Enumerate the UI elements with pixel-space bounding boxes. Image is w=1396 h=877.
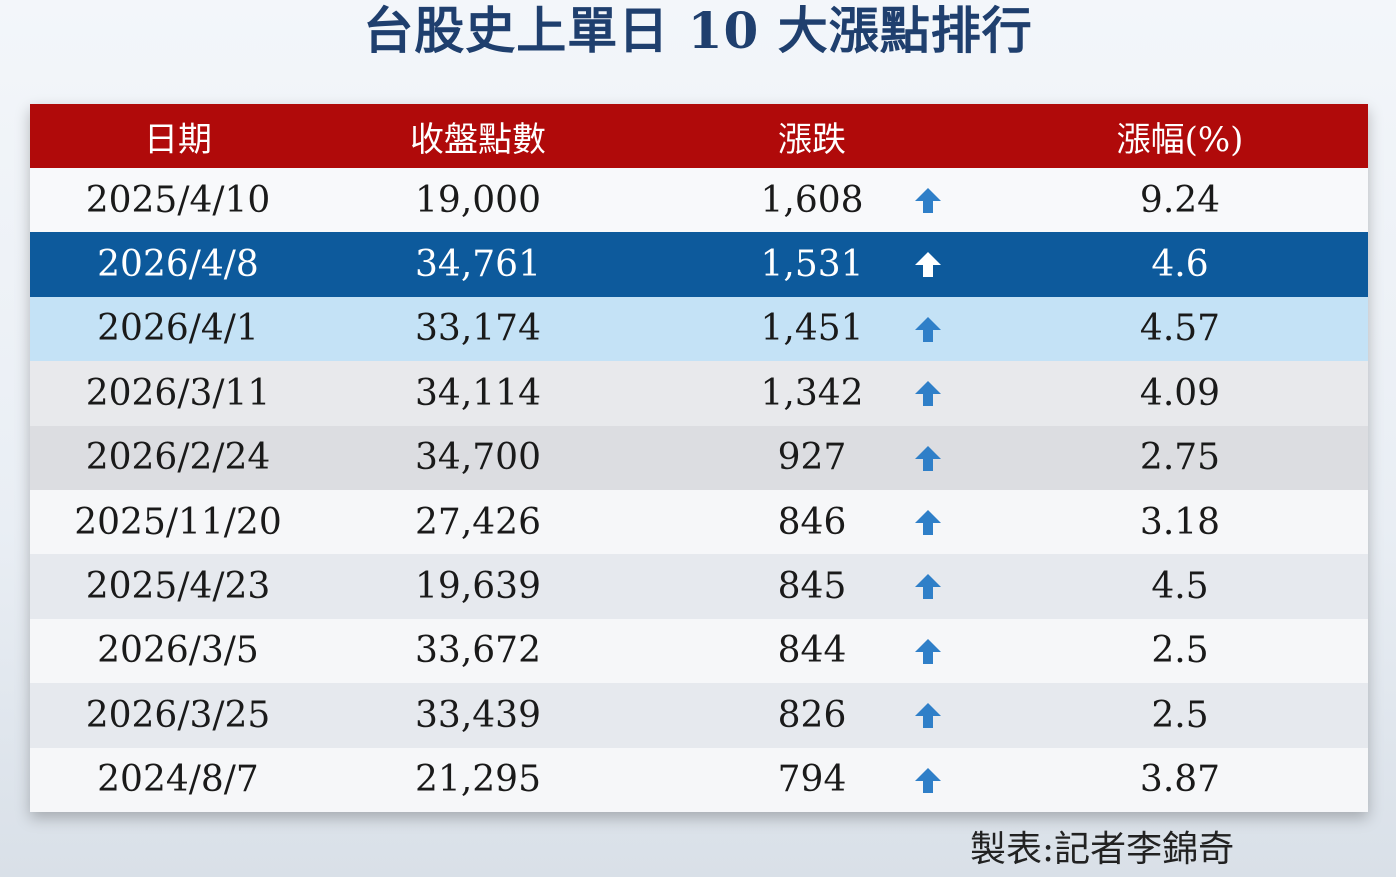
up-arrow-icon	[915, 252, 941, 278]
title: 台股史上單日 10 大漲點排行	[363, 1, 1033, 60]
table-row: 2026/2/24 34,700 927 2.75	[30, 425, 1368, 490]
table-cell: 1,342	[760, 372, 864, 414]
up-arrow-icon	[915, 316, 941, 342]
table-cell: 1,451	[760, 308, 864, 350]
up-arrow-icon	[915, 445, 941, 471]
table-cell: 2.5	[1151, 630, 1209, 672]
table-row: 2026/3/25 33,439 826 2.5	[30, 683, 1368, 748]
table-cell: 2.75	[1139, 437, 1221, 479]
table-cell: 2026/2/24	[85, 437, 271, 479]
table-cell: 844	[777, 630, 847, 672]
table-cell: 3.87	[1139, 759, 1221, 801]
table-cell: 1,531	[760, 244, 864, 286]
table-cell: 4.6	[1151, 244, 1209, 286]
table-cell: 2026/3/11	[85, 372, 271, 414]
table-cell: 33,672	[415, 630, 541, 672]
table-cell: 19,000	[415, 179, 541, 221]
table-cell: 1,608	[760, 179, 864, 221]
table-row: 2025/4/10 19,000 1,608 9.24	[30, 168, 1368, 233]
table-cell: 794	[777, 759, 847, 801]
table-row: 2025/11/20 27,426 846 3.18	[30, 489, 1368, 555]
up-arrow-icon	[915, 509, 941, 535]
table-cell: 2.5	[1151, 694, 1209, 736]
table-cell: 4.57	[1139, 308, 1221, 350]
table-cell: 2025/11/20	[74, 501, 282, 543]
table: 日期 收盤點數 漲跌 漲幅(%) 2025/4/10 19,000 1,608 9.24 202…	[30, 104, 1368, 812]
up-arrow-icon	[915, 188, 941, 213]
table-cell: 2024/8/7	[97, 759, 259, 801]
table-cell: 34,761	[415, 244, 541, 286]
up-arrow-icon	[915, 767, 941, 793]
credit: 製表:記者李錦奇	[970, 829, 1235, 870]
table-cell: 27,426	[415, 501, 541, 543]
table-cell: 845	[777, 566, 847, 608]
table-cell: 4.5	[1151, 566, 1209, 608]
table-row: 2026/3/11 34,114 1,342 4.09	[30, 361, 1368, 426]
up-arrow-icon	[915, 703, 941, 729]
table-cell: 2025/4/23	[85, 566, 271, 608]
table-cell: 21,295	[415, 759, 541, 801]
table-row: 2026/3/5 33,672 844 2.5	[30, 618, 1368, 684]
table-cell: 2026/4/8	[97, 244, 259, 286]
up-arrow-icon	[915, 574, 941, 600]
table-cell: 2026/3/25	[85, 694, 271, 736]
table-cell: 4.09	[1139, 372, 1221, 414]
table-row: 2026/4/8 34,761 1,531 4.6	[30, 232, 1368, 297]
table-cell: 3.18	[1139, 501, 1221, 543]
table-cell: 826	[777, 694, 847, 736]
header-row: 日期 收盤點數 漲跌 漲幅(%)	[30, 104, 1368, 168]
table-cell: 19,639	[415, 566, 541, 608]
table-row: 2025/4/23 19,639 845 4.5	[30, 554, 1368, 619]
header-cell: 收盤點數	[410, 119, 546, 160]
table-cell: 33,174	[415, 308, 541, 350]
table-cell: 927	[777, 437, 847, 479]
table-cell: 846	[777, 501, 847, 543]
table-cell: 2026/4/1	[97, 308, 259, 350]
table-cell: 2026/3/5	[97, 630, 259, 672]
header-cell: 日期	[144, 119, 212, 160]
up-arrow-icon	[915, 381, 941, 407]
table-cell: 34,114	[415, 372, 541, 414]
table-cell: 33,439	[415, 694, 541, 736]
table-row: 2024/8/7 21,295 794 3.87	[30, 747, 1368, 812]
table-cell: 34,700	[415, 437, 541, 479]
up-arrow-icon	[915, 638, 941, 664]
table-cell: 2025/4/10	[85, 179, 271, 221]
table-row: 2026/4/1 33,174 1,451 4.57	[30, 296, 1368, 362]
table-cell: 9.24	[1139, 179, 1221, 221]
header-cell: 漲幅(%)	[1116, 119, 1244, 160]
header-cell: 漲跌	[778, 119, 846, 160]
